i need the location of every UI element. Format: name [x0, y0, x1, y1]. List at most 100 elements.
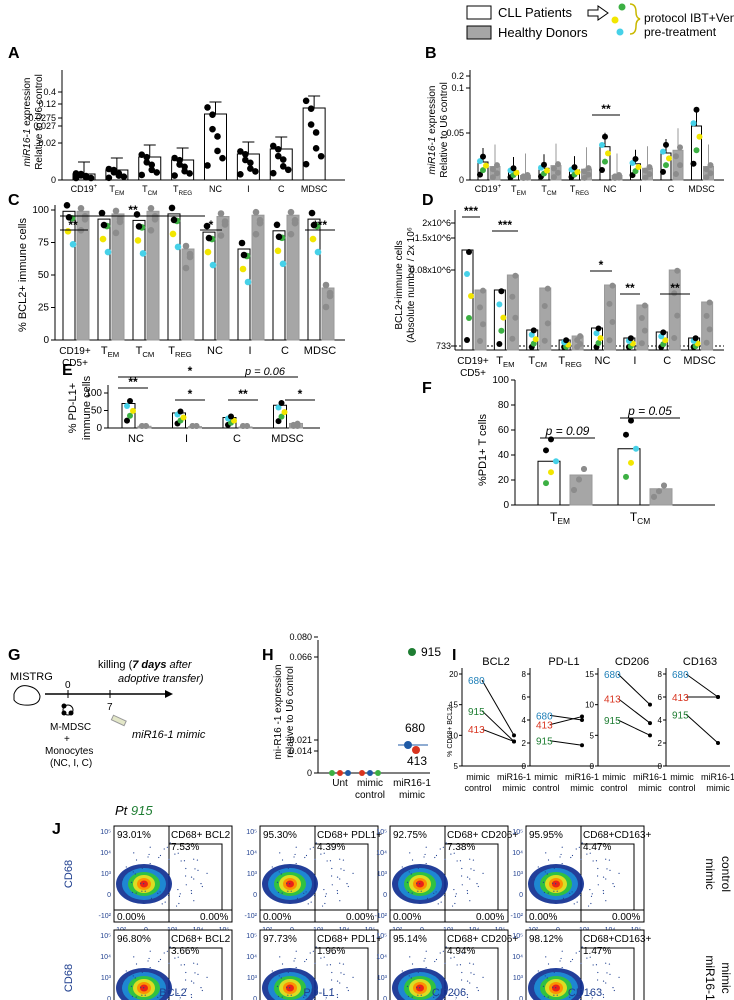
category-label: MDSC: [301, 184, 328, 194]
j-event: [190, 994, 192, 996]
c-bar-donor: [251, 214, 265, 341]
j-gate-name: CD68+ PDL1+: [317, 934, 382, 945]
d-cat: CD19+: [457, 356, 489, 367]
e-cat: C: [233, 433, 241, 445]
j-event: [543, 891, 546, 894]
j-event: [462, 848, 464, 851]
d-dot-donor: [606, 337, 613, 344]
j-event: [433, 996, 435, 998]
a-dot: [171, 154, 178, 162]
j-event: [132, 975, 134, 977]
c-bar-patient: [272, 230, 286, 341]
j-event: [466, 876, 469, 878]
i-ytick-label: 8: [658, 670, 663, 679]
j-event: [336, 996, 339, 999]
j-event: [278, 975, 280, 977]
h-dot: [375, 770, 381, 776]
j-event: [320, 853, 322, 855]
i-ytick-label: 0: [590, 762, 595, 771]
j-event: [295, 950, 297, 952]
d-ytick-label: 733: [436, 341, 451, 351]
panel-d: D 733 0.08x10^6 1.5x10^6 2x10^6 BCL2+immune c…: [394, 192, 724, 379]
e-sig: **: [238, 387, 248, 401]
j-q-bl: 0.00%: [263, 912, 291, 923]
i-pair-line: [481, 710, 515, 742]
d-dot-donor: [638, 340, 645, 347]
d-dot: [595, 339, 602, 346]
b-dot-donor: [585, 165, 592, 172]
j-event: [555, 987, 557, 989]
cat-sub: EM: [115, 190, 124, 197]
i-pair-line: [685, 673, 719, 698]
j-event: [469, 900, 471, 902]
j-event: [119, 980, 121, 982]
i-title: CD163: [683, 656, 717, 668]
f-ylabel: %PD1+ T cells: [477, 413, 489, 486]
j-event: [331, 884, 333, 886]
panel-label-e: E: [62, 362, 73, 379]
j-event: [435, 891, 437, 893]
j-event: [544, 975, 546, 977]
j-event: [148, 853, 150, 856]
a-dot: [219, 154, 226, 162]
j-ytick: 10³: [513, 975, 524, 982]
j-event: [554, 901, 556, 903]
a-dot: [176, 161, 183, 168]
j-event: [314, 962, 316, 964]
j-event: [435, 958, 438, 961]
j-event: [466, 890, 468, 892]
j-event: [444, 858, 446, 860]
j-event: [417, 867, 419, 869]
c-dot-donor: [287, 208, 295, 216]
i-x-mimic2: mimic: [638, 783, 662, 793]
j-event: [576, 901, 578, 903]
j-event: [470, 972, 472, 974]
j-event: [194, 972, 196, 974]
c-dot-donor: [217, 210, 225, 217]
j-event: [469, 982, 471, 984]
j-event: [605, 962, 607, 964]
f-dot: [548, 469, 554, 476]
legend-protocol-1: protocol IBT+Ven:: [644, 11, 734, 25]
h-point-label: 680: [405, 721, 425, 735]
j-event: [286, 969, 288, 971]
j-event: [546, 977, 548, 979]
c-dot: [308, 209, 316, 217]
i-dot: [580, 714, 584, 719]
j-event: [477, 885, 479, 888]
h-ytick-label: 0.021: [289, 735, 312, 745]
j-event: [314, 858, 316, 860]
j-event: [267, 983, 269, 985]
j-event: [455, 893, 457, 895]
i-ytick-label: 20: [449, 670, 458, 679]
j-event: [149, 950, 151, 952]
j-event: [174, 957, 176, 959]
a-dot: [115, 172, 123, 179]
b-dot-donor: [585, 171, 592, 178]
c-dot: [205, 234, 213, 242]
j-event: [553, 867, 555, 869]
j-event: [159, 995, 161, 997]
b-dot-donor: [677, 162, 683, 169]
j-ytick: 10⁵: [512, 829, 523, 836]
a-dot: [138, 171, 146, 179]
category-label: TREG: [168, 345, 191, 359]
j-event: [185, 979, 187, 981]
a-dot: [209, 111, 216, 118]
j-event: [287, 971, 289, 973]
j-event: [453, 888, 455, 891]
j-event: [332, 952, 334, 955]
j-event: [575, 952, 577, 954]
j-event: [339, 962, 341, 964]
cat-sub: EM: [517, 190, 526, 197]
a-dot: [279, 163, 287, 170]
j-event: [168, 858, 170, 860]
d-dot: [662, 337, 669, 344]
j-event: [149, 966, 151, 969]
a-ytick-label: 0.02: [38, 138, 56, 148]
i-dot: [648, 702, 652, 707]
j-event: [416, 865, 418, 867]
j-event: [602, 892, 605, 895]
b-dot-donor: [555, 161, 561, 168]
d-dot: [468, 293, 474, 299]
